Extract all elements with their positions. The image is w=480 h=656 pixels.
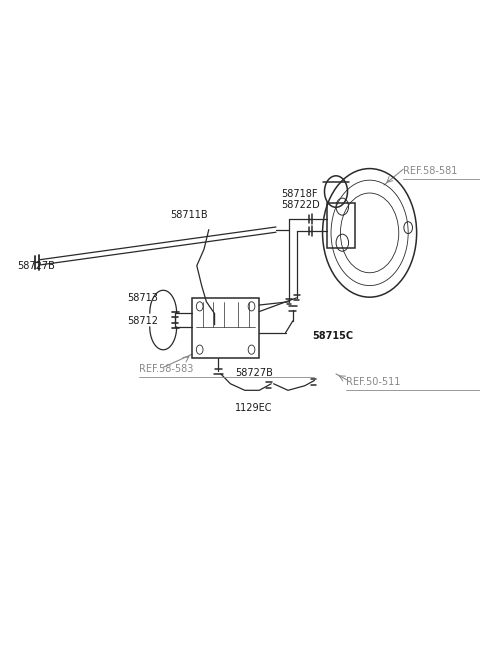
Bar (192, 298, 259, 358)
Text: REF.58-581: REF.58-581 (403, 165, 457, 176)
Text: 58713: 58713 (127, 293, 158, 304)
Text: 58712: 58712 (127, 316, 158, 327)
Text: 58711B: 58711B (170, 210, 208, 220)
Text: 58718F: 58718F (281, 188, 317, 199)
Text: REF.50-511: REF.50-511 (346, 377, 400, 387)
Text: 58722D: 58722D (281, 199, 320, 210)
Text: 1129EC: 1129EC (235, 403, 273, 413)
Text: REF.58-583: REF.58-583 (139, 363, 193, 374)
Text: 58715C: 58715C (312, 331, 353, 341)
Text: 58727B: 58727B (17, 260, 55, 271)
Bar (327, 203, 355, 248)
Text: 58727B: 58727B (235, 367, 273, 378)
